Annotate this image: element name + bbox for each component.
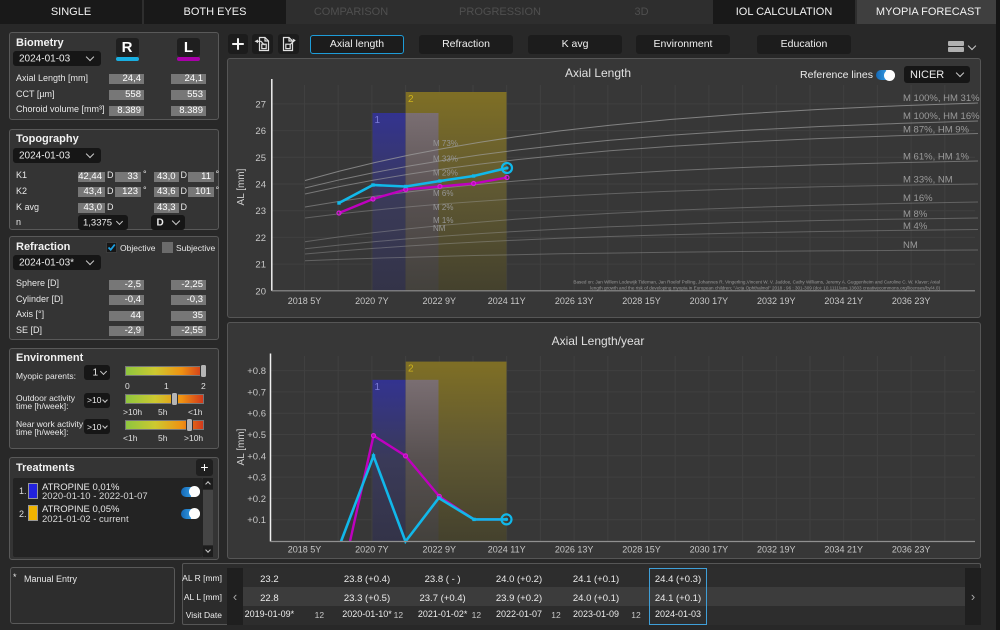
svg-text:+0.8: +0.8 bbox=[247, 366, 266, 377]
svg-text:2: 2 bbox=[408, 364, 414, 375]
svg-text:+0.3: +0.3 bbox=[247, 473, 266, 484]
svg-text:2018 5Y: 2018 5Y bbox=[288, 296, 322, 306]
svg-text:27: 27 bbox=[255, 99, 266, 110]
svg-text:M 87%, HM 9%: M 87%, HM 9% bbox=[903, 125, 970, 136]
svg-text:2020 7Y: 2020 7Y bbox=[355, 296, 389, 306]
svg-text:Based on: Jan Willem Lodewijk: Based on: Jan Willem Lodewijk Tideman, J… bbox=[573, 280, 940, 285]
svg-text:M 8%: M 8% bbox=[903, 209, 928, 220]
svg-text:2026 13Y: 2026 13Y bbox=[555, 545, 594, 555]
svg-text:+0.5: +0.5 bbox=[247, 430, 266, 441]
svg-text:M 100%, HM 16%: M 100%, HM 16% bbox=[903, 111, 980, 122]
svg-text:2032 19Y: 2032 19Y bbox=[757, 545, 796, 555]
svg-text:23: 23 bbox=[255, 206, 266, 217]
svg-text:M 33%: M 33% bbox=[433, 155, 458, 164]
svg-text:+0.6: +0.6 bbox=[247, 409, 266, 420]
svg-text:M 16%: M 16% bbox=[903, 193, 933, 204]
svg-text:2020 7Y: 2020 7Y bbox=[355, 545, 389, 555]
svg-text:2028 15Y: 2028 15Y bbox=[622, 296, 661, 306]
svg-text:2: 2 bbox=[408, 94, 414, 105]
svg-text:+0.4: +0.4 bbox=[247, 451, 266, 462]
svg-text:2032 19Y: 2032 19Y bbox=[757, 296, 796, 306]
svg-text:M 1%: M 1% bbox=[433, 216, 453, 225]
svg-text:M 6%: M 6% bbox=[433, 189, 453, 198]
svg-text:2030 17Y: 2030 17Y bbox=[690, 296, 729, 306]
svg-text:M 100%, HM 31%: M 100%, HM 31% bbox=[903, 93, 980, 104]
svg-text:AL [mm]: AL [mm] bbox=[236, 428, 247, 465]
svg-text:25: 25 bbox=[255, 153, 266, 164]
svg-text:2036 23Y: 2036 23Y bbox=[892, 545, 931, 555]
svg-text:M 33%, NM: M 33%, NM bbox=[903, 175, 953, 186]
svg-text:2022 9Y: 2022 9Y bbox=[423, 545, 457, 555]
svg-text:M 29%: M 29% bbox=[433, 169, 458, 178]
svg-text:length growth and the risk of: length growth and the risk of developing… bbox=[590, 286, 940, 291]
svg-text:21: 21 bbox=[255, 260, 266, 271]
svg-text:AL [mm]: AL [mm] bbox=[236, 168, 247, 205]
svg-text:2018 5Y: 2018 5Y bbox=[288, 545, 322, 555]
svg-text:1: 1 bbox=[375, 382, 381, 393]
svg-text:NM: NM bbox=[903, 240, 918, 251]
svg-text:2028 15Y: 2028 15Y bbox=[622, 545, 661, 555]
svg-text:M 61%, HM 1%: M 61%, HM 1% bbox=[903, 152, 970, 163]
svg-text:20: 20 bbox=[255, 286, 266, 297]
svg-text:1: 1 bbox=[375, 115, 381, 126]
svg-text:2034 21Y: 2034 21Y bbox=[824, 296, 863, 306]
svg-text:+0.7: +0.7 bbox=[247, 387, 266, 398]
svg-text:2024 11Y: 2024 11Y bbox=[488, 545, 526, 555]
svg-text:M 4%: M 4% bbox=[903, 221, 928, 232]
svg-text:2026 13Y: 2026 13Y bbox=[555, 296, 594, 306]
svg-text:2036 23Y: 2036 23Y bbox=[892, 296, 931, 306]
svg-text:M 2%: M 2% bbox=[433, 203, 453, 212]
svg-text:26: 26 bbox=[255, 126, 266, 137]
svg-text:NM: NM bbox=[433, 224, 446, 233]
svg-text:+0.1: +0.1 bbox=[247, 515, 266, 526]
svg-text:2022 9Y: 2022 9Y bbox=[423, 296, 457, 306]
svg-text:2024 11Y: 2024 11Y bbox=[488, 296, 526, 306]
svg-text:2034 21Y: 2034 21Y bbox=[824, 545, 863, 555]
svg-text:2030 17Y: 2030 17Y bbox=[690, 545, 729, 555]
svg-text:M 73%: M 73% bbox=[433, 139, 458, 148]
svg-text:22: 22 bbox=[255, 233, 266, 244]
svg-text:+0.2: +0.2 bbox=[247, 494, 266, 505]
svg-text:24: 24 bbox=[255, 180, 266, 191]
